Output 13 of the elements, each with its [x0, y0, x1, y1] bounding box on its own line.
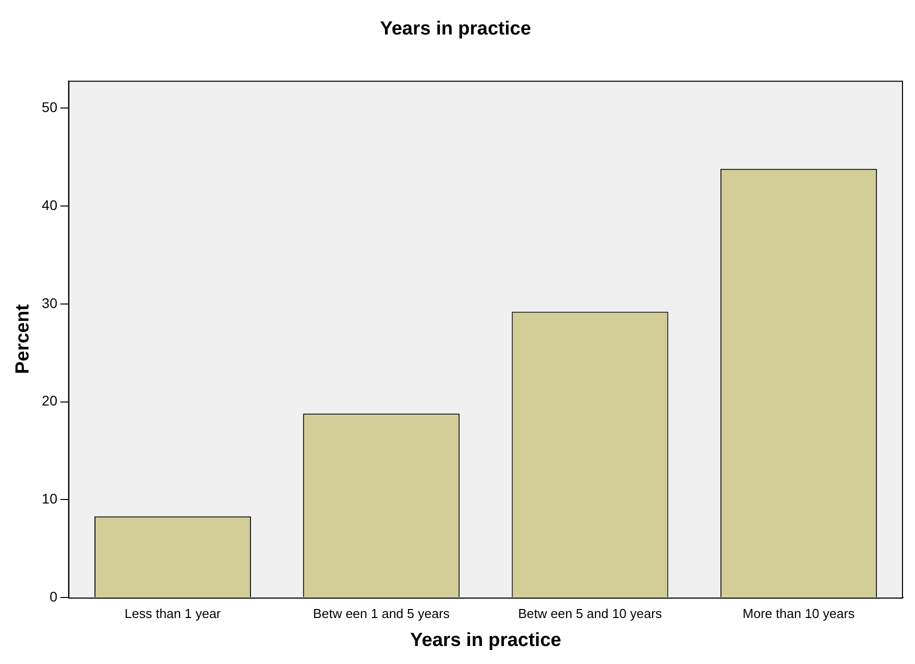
x-tick-label: Betw een 5 and 10 years: [518, 606, 662, 621]
x-tick-label: Less than 1 year: [124, 606, 222, 621]
x-axis-title: Years in practice: [410, 630, 562, 651]
y-axis-title: Percent: [12, 304, 34, 374]
y-tick-label: 50: [42, 99, 58, 116]
y-tick-label: 10: [42, 490, 58, 507]
x-tick-label: More than 10 years: [742, 606, 856, 621]
y-tick-label: 20: [42, 392, 58, 409]
y-tick-label: 40: [42, 196, 58, 213]
x-tick-label: Betw een 1 and 5 years: [313, 606, 450, 621]
y-tick-label: 30: [42, 294, 58, 311]
chart-title: Years in practice: [380, 18, 532, 40]
y-tick-label: 0: [50, 588, 58, 604]
